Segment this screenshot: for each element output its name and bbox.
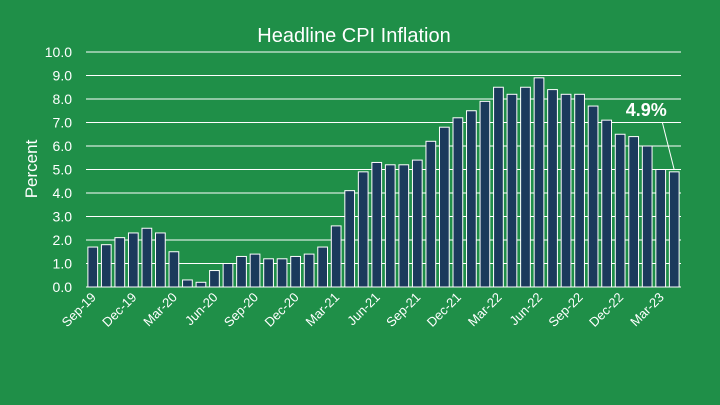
- x-tick-label: Mar-21: [303, 290, 343, 330]
- bar-jul-22: [547, 89, 558, 288]
- annotation-group: 4.9%: [626, 100, 675, 170]
- bar-dec-20: [290, 255, 301, 288]
- x-tick-label: Dec-19: [99, 290, 139, 330]
- bar-jul-20: [222, 263, 234, 288]
- bar-sep-22: [574, 93, 585, 288]
- bar-feb-22: [479, 100, 491, 288]
- annotation-label: 4.9%: [626, 100, 667, 120]
- chart-title: Headline CPI Inflation: [257, 25, 450, 47]
- annotation-leader-line: [661, 121, 675, 170]
- x-tick-label: Mar-22: [465, 290, 505, 330]
- y-tick-label: 0.0: [53, 279, 73, 295]
- bar-feb-21: [317, 246, 329, 288]
- bar-jan-20: [141, 227, 153, 288]
- y-tick-label: 5.0: [53, 162, 73, 178]
- bar-nov-21: [438, 126, 450, 288]
- bar-apr-21: [344, 190, 356, 288]
- x-tick-label: Sep-21: [383, 290, 423, 330]
- x-tick-labels: Sep-19 Dec-19 Mar-20 Jun-20 Sep-20 Dec-20 Mar-…: [59, 290, 667, 330]
- bar-may-21: [357, 171, 369, 288]
- bar-jul-21: [384, 164, 396, 288]
- bar-oct-20: [263, 258, 274, 288]
- y-tick-label: 8.0: [53, 91, 73, 107]
- y-tick-label: 10.0: [45, 44, 72, 60]
- bar-apr-23: [668, 171, 680, 288]
- bar-aug-21: [398, 164, 410, 288]
- bar-mar-20: [168, 251, 180, 288]
- x-tick-label: Sep-20: [221, 290, 261, 330]
- bar-nov-20: [276, 258, 288, 288]
- bar-sep-19: [87, 246, 99, 288]
- bar-oct-21: [425, 140, 437, 288]
- y-tick-label: 1.0: [53, 256, 73, 272]
- x-tick-label: Dec-20: [261, 290, 301, 330]
- x-tick-label: Jun-20: [182, 290, 221, 329]
- gridlines: [86, 51, 681, 288]
- y-tick-labels: 0.0 1.0 2.0 3.0 4.0 5.0 6.0 7.0 8.0 9.0 10.0: [45, 44, 72, 295]
- bar-aug-20: [236, 255, 247, 288]
- x-tick-label: Mar-20: [140, 290, 180, 330]
- bar-mar-23: [655, 169, 667, 288]
- bar-may-20: [195, 281, 207, 288]
- y-tick-label: 2.0: [53, 232, 73, 248]
- x-tick-label: Mar-23: [627, 290, 667, 330]
- bar-jun-22: [533, 77, 545, 288]
- bar-mar-22: [493, 86, 504, 288]
- x-tick-label: Sep-22: [545, 290, 585, 330]
- bar-oct-19: [100, 244, 112, 288]
- y-tick-label: 4.0: [53, 185, 73, 201]
- bar-apr-22: [506, 93, 518, 288]
- bar-dec-22: [614, 133, 626, 288]
- x-tick-label: Dec-22: [586, 290, 626, 330]
- y-tick-label: 9.0: [53, 68, 73, 84]
- bar-sep-21: [411, 159, 423, 288]
- bar-dec-21: [452, 117, 464, 288]
- bar-sep-20: [249, 253, 261, 288]
- bar-jan-22: [466, 110, 477, 288]
- bar-jan-21: [303, 253, 315, 288]
- y-tick-label: 7.0: [53, 115, 73, 131]
- y-axis-label: Percent: [22, 139, 41, 198]
- bar-jun-21: [371, 161, 383, 288]
- x-tick-label: Jun-22: [506, 290, 545, 329]
- bar-jan-23: [628, 136, 640, 288]
- bar-nov-22: [601, 119, 612, 288]
- y-tick-label: 3.0: [53, 209, 73, 225]
- x-tick-label: Dec-21: [424, 290, 464, 330]
- x-tick-label: Sep-19: [59, 290, 99, 330]
- bars: [87, 77, 680, 288]
- bar-may-22: [520, 86, 531, 288]
- bar-mar-21: [330, 225, 342, 288]
- bar-dec-19: [127, 232, 139, 288]
- bar-oct-22: [587, 105, 599, 288]
- bar-apr-20: [182, 279, 193, 288]
- bar-nov-19: [114, 237, 126, 288]
- y-tick-label: 6.0: [53, 138, 73, 154]
- bar-aug-22: [560, 93, 572, 288]
- x-tick-label: Jun-21: [344, 290, 383, 329]
- bar-feb-23: [641, 145, 653, 288]
- bar-feb-20: [155, 232, 166, 288]
- bar-jun-20: [209, 270, 220, 288]
